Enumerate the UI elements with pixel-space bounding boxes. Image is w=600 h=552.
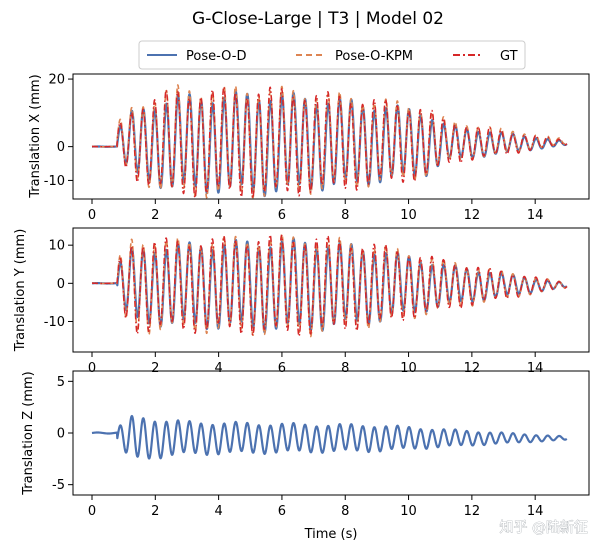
x-tick-label: 10 — [400, 504, 417, 519]
y-tick-label: 20 — [48, 73, 65, 88]
series-line-gt — [91, 234, 568, 337]
panel-translation-x-ylabel: Translation X (mm) — [28, 74, 43, 198]
panel-translation-x-xticks: 0 2 4 6 8 10 12 14 — [88, 199, 544, 223]
x-tick-label: 0 — [88, 504, 96, 519]
x-tick-label: 12 — [464, 504, 481, 519]
x-tick-label: 6 — [278, 504, 286, 519]
x-tick-label: 2 — [151, 504, 159, 519]
x-tick-label: 12 — [464, 361, 481, 376]
series-line-gt — [91, 86, 568, 199]
legend-label-pose-o-kpm: Pose-O-KPM — [335, 49, 413, 64]
legend-label-pose-o-d: Pose-O-D — [186, 49, 246, 64]
legend-label-gt: GT — [500, 49, 518, 64]
legend: Pose-O-D Pose-O-KPM GT — [138, 40, 526, 70]
x-tick-label: 4 — [214, 504, 222, 519]
x-tick-label: 2 — [151, 361, 159, 376]
panel-translation-y: 10 0 -10 0 2 4 6 8 10 12 14 Translation Y (mm) — [13, 227, 590, 376]
x-tick-label: 2 — [151, 208, 159, 223]
legend-box — [138, 40, 526, 70]
x-tick-label: 0 — [88, 208, 96, 223]
panel-translation-z-yticks: 5 0 -5 — [52, 375, 73, 493]
panel-translation-x-yticks: 20 0 -10 — [44, 73, 73, 189]
panel-translation-x-frame — [72, 73, 590, 200]
x-tick-label: 8 — [341, 504, 349, 519]
y-tick-label: 5 — [57, 375, 65, 390]
x-axis-label: Time (s) — [304, 527, 358, 542]
x-tick-label: 10 — [400, 208, 417, 223]
panel-translation-x: 20 0 -10 0 2 4 6 8 10 12 14 Translation X (mm) — [28, 73, 590, 223]
y-tick-label: 0 — [57, 140, 65, 155]
panel-translation-x-lines — [91, 84, 568, 199]
x-tick-label: 4 — [214, 208, 222, 223]
panel-translation-z-xticks: 0 2 4 6 8 10 12 14 — [88, 495, 544, 519]
x-tick-label: 14 — [527, 504, 544, 519]
x-tick-label: 10 — [400, 361, 417, 376]
y-tick-label: 0 — [57, 427, 65, 442]
series-line-pose-o-kpm — [91, 84, 568, 199]
panel-translation-y-lines — [91, 233, 568, 338]
panel-translation-z: 5 0 -5 0 2 4 6 8 10 12 14 Translation Z (mm) — [21, 370, 590, 519]
x-tick-label: 12 — [464, 208, 481, 223]
x-tick-label: 14 — [527, 208, 544, 223]
y-tick-label: -10 — [44, 174, 65, 189]
y-tick-label: 0 — [57, 277, 65, 292]
x-tick-label: 8 — [341, 361, 349, 376]
series-line-pose-o-d — [91, 414, 568, 460]
watermark: 知乎 @陆新征 — [500, 519, 588, 536]
y-tick-label: 10 — [48, 239, 65, 254]
y-tick-label: -10 — [44, 315, 65, 330]
panel-translation-y-ylabel: Translation Y (mm) — [13, 229, 28, 353]
panel-translation-y-yticks: 10 0 -10 — [44, 239, 73, 330]
x-tick-label: 0 — [88, 361, 96, 376]
panel-translation-z-ylabel: Translation Z (mm) — [21, 371, 36, 495]
x-tick-label: 14 — [527, 361, 544, 376]
panel-translation-y-frame — [72, 227, 590, 353]
x-tick-label: 6 — [278, 361, 286, 376]
chart-title: G-Close-Large | T3 | Model 02 — [192, 9, 444, 29]
x-tick-label: 4 — [214, 361, 222, 376]
y-tick-label: -5 — [52, 478, 65, 493]
x-tick-label: 6 — [278, 208, 286, 223]
panel-translation-z-lines — [91, 414, 568, 460]
x-tick-label: 8 — [341, 208, 349, 223]
panel-translation-y-xticks: 0 2 4 6 8 10 12 14 — [88, 352, 544, 376]
